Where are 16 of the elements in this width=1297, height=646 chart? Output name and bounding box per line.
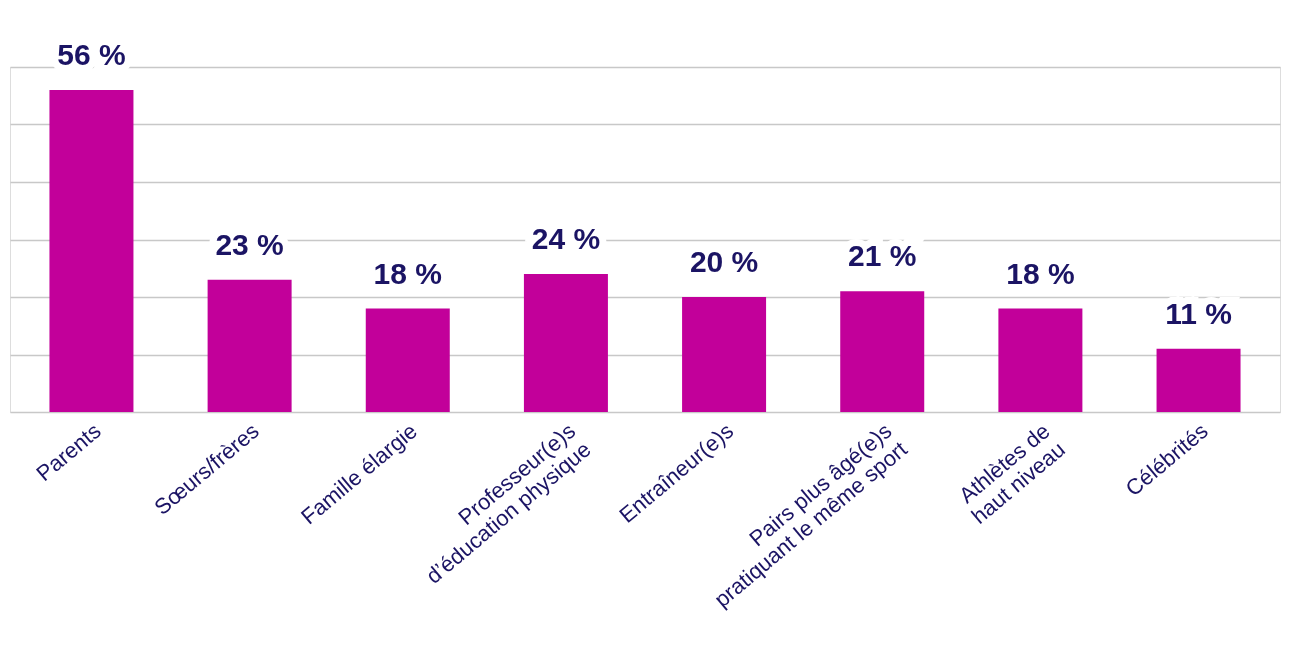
data-label: 18 % <box>373 256 442 290</box>
bar <box>207 279 292 412</box>
data-label: 11 % <box>1165 296 1232 330</box>
data-label: 20 % <box>689 245 759 278</box>
bar <box>1156 348 1241 412</box>
data-label: 21 % <box>848 239 917 273</box>
data-label: 24 % <box>531 222 601 255</box>
data-label: 56 % <box>57 38 126 71</box>
data-label: 23 % <box>215 227 284 261</box>
data-label: 18 % <box>1006 256 1075 290</box>
bar <box>49 90 134 412</box>
bar <box>998 308 1083 412</box>
bar <box>682 297 767 412</box>
bar <box>523 274 608 412</box>
bar <box>840 291 925 412</box>
bar <box>365 308 450 412</box>
